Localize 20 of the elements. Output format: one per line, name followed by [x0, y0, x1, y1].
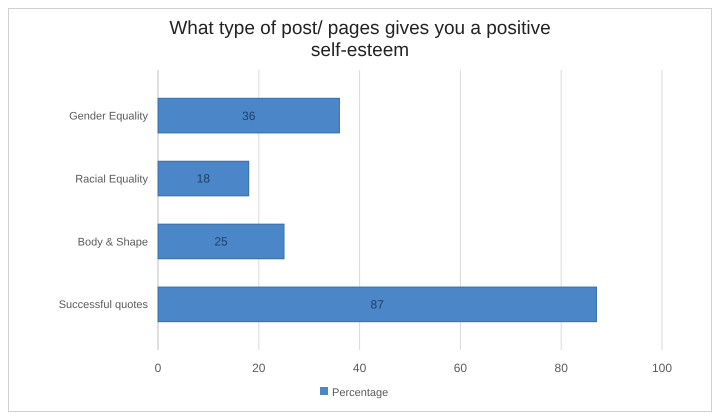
bar	[158, 160, 250, 196]
bar	[158, 286, 597, 322]
x-tick-label: 20	[252, 361, 266, 375]
x-tick-label: 0	[154, 361, 162, 375]
y-tick-label: Gender Equality	[69, 110, 148, 122]
chart-title: What type of post/ pages gives you a positive self-esteem	[169, 18, 551, 61]
y-tick-label: Successful quotes	[58, 299, 148, 312]
x-tick-label: 80	[554, 361, 568, 375]
legend-label: Percentage	[332, 386, 388, 399]
x-tick-label: 100	[652, 361, 672, 375]
x-tick-label: 60	[454, 361, 468, 375]
bar	[158, 98, 340, 134]
data-label: 18	[196, 172, 210, 186]
x-tick-label: 40	[352, 361, 367, 375]
data-label: 36	[242, 108, 256, 123]
bar	[158, 224, 284, 260]
y-tick-label: Body & Shape	[78, 236, 148, 248]
data-label: 87	[370, 298, 384, 312]
data-label: 25	[214, 234, 228, 249]
y-tick-label: Racial Equality	[75, 173, 148, 186]
